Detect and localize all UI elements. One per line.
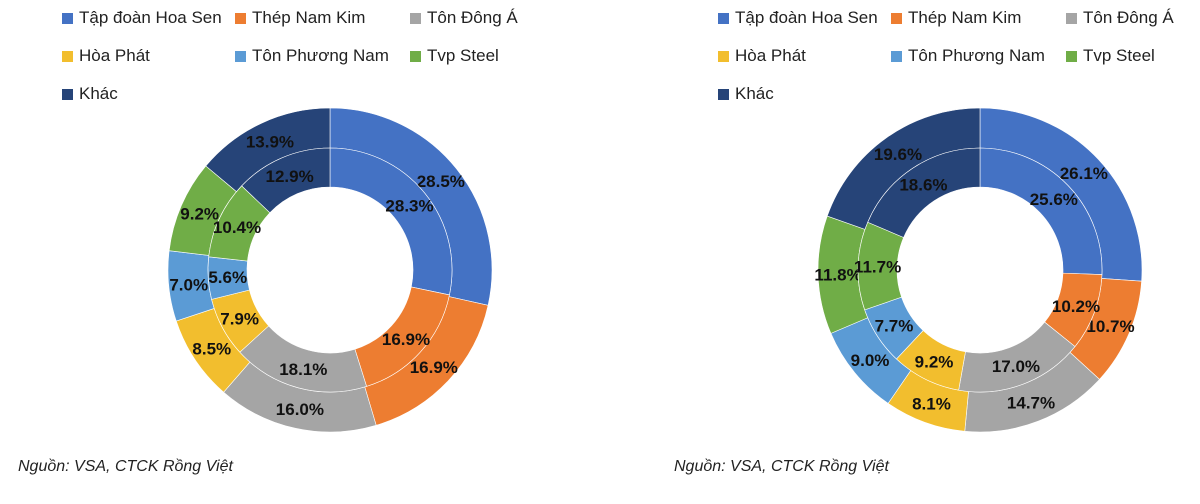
data-label: 14.7%: [1007, 394, 1055, 413]
legend-swatch: [235, 12, 246, 24]
legend-item: Tập đoàn Hoa Sen: [718, 8, 878, 28]
legend-swatch: [1066, 50, 1077, 62]
legend-swatch: [718, 88, 729, 100]
data-label: 10.7%: [1086, 317, 1134, 336]
data-label: 25.6%: [1030, 190, 1078, 209]
source-note: Nguồn: VSA, CTCK Rồng Việt: [18, 458, 233, 475]
inner-slice: [241, 147, 331, 214]
data-label: 8.1%: [912, 394, 951, 413]
data-label: 7.9%: [220, 309, 259, 328]
data-label: 17.0%: [992, 357, 1040, 376]
data-label: 7.7%: [875, 317, 914, 336]
legend-label: Tôn Phương Nam: [252, 46, 389, 65]
legend-swatch: [235, 50, 246, 62]
donut-chart: 28.5% 16.9% 16.0% 8.5% 7.0% 9.2% 13.9% 28.3% 16.…: [167, 107, 493, 433]
data-label: 18.6%: [899, 176, 947, 195]
data-label: 19.6%: [874, 145, 922, 164]
legend-label: Thép Nam Kim: [252, 8, 366, 27]
legend-swatch: [410, 50, 421, 62]
legend-item: Thép Nam Kim: [235, 8, 365, 28]
legend-item: Hòa Phát: [718, 46, 806, 66]
data-label: 13.9%: [246, 132, 294, 151]
legend-swatch: [62, 50, 73, 62]
data-label: 12.9%: [266, 167, 314, 186]
data-label: 10.4%: [213, 218, 261, 237]
data-label: 16.9%: [382, 330, 430, 349]
legend-label: Hòa Phát: [735, 46, 806, 65]
legend-item: Khác: [62, 84, 118, 104]
legend-item: Tôn Đông Á: [1066, 8, 1174, 28]
legend-item: Thép Nam Kim: [891, 8, 1021, 28]
legend-swatch: [718, 50, 729, 62]
legend-label: Hòa Phát: [79, 46, 150, 65]
chart-right: Tập đoàn Hoa Sen Thép Nam Kim Tôn Đông Á Hò…: [600, 0, 1200, 504]
legend-label: Tvp Steel: [427, 46, 499, 65]
legend-swatch: [1066, 12, 1077, 24]
legend-swatch: [891, 50, 902, 62]
legend-label: Tôn Phương Nam: [908, 46, 1045, 65]
legend-item: Tôn Phương Nam: [235, 46, 389, 66]
legend-item: Tôn Phương Nam: [891, 46, 1045, 66]
source-note: Nguồn: VSA, CTCK Rồng Việt: [674, 458, 889, 475]
legend-label: Khác: [735, 84, 774, 103]
legend-label: Tập đoàn Hoa Sen: [735, 8, 878, 27]
legend-label: Tôn Đông Á: [427, 8, 518, 27]
legend-label: Tôn Đông Á: [1083, 8, 1174, 27]
legend-item: Tvp Steel: [410, 46, 499, 66]
data-label: 5.6%: [208, 268, 247, 287]
data-label: 16.0%: [276, 400, 324, 419]
data-label: 26.1%: [1060, 164, 1108, 183]
legend-swatch: [891, 12, 902, 24]
data-label: 10.2%: [1052, 297, 1100, 316]
legend-swatch: [718, 12, 729, 24]
legend-label: Thép Nam Kim: [908, 8, 1022, 27]
data-label: 9.0%: [851, 351, 890, 370]
data-label: 18.1%: [279, 360, 327, 379]
donut-chart: 26.1% 10.7% 14.7% 8.1% 9.0% 11.8% 19.6% 25.6% 10…: [814, 107, 1143, 433]
data-label: 16.9%: [410, 358, 458, 377]
legend-swatch: [410, 12, 421, 24]
data-label: 11.7%: [854, 257, 901, 276]
legend-item: Khác: [718, 84, 774, 104]
legend-label: Tập đoàn Hoa Sen: [79, 8, 222, 27]
legend-label: Khác: [79, 84, 118, 103]
data-label: 7.0%: [169, 275, 208, 294]
data-label: 9.2%: [915, 353, 954, 372]
inner-slice: [867, 147, 981, 238]
data-label: 9.2%: [180, 205, 219, 224]
legend-label: Tvp Steel: [1083, 46, 1155, 65]
legend-swatch: [62, 12, 73, 24]
legend-item: Hòa Phát: [62, 46, 150, 66]
data-label: 28.5%: [417, 172, 465, 191]
legend-item: Tvp Steel: [1066, 46, 1155, 66]
legend-item: Tôn Đông Á: [410, 8, 518, 28]
legend-item: Tập đoàn Hoa Sen: [62, 8, 222, 28]
data-label: 11.8%: [814, 265, 861, 284]
chart-left: Tập đoàn Hoa Sen Thép Nam Kim Tôn Đông Á Hò…: [18, 8, 518, 475]
data-label: 8.5%: [192, 340, 231, 359]
legend-swatch: [62, 88, 73, 100]
data-label: 28.3%: [385, 196, 433, 215]
